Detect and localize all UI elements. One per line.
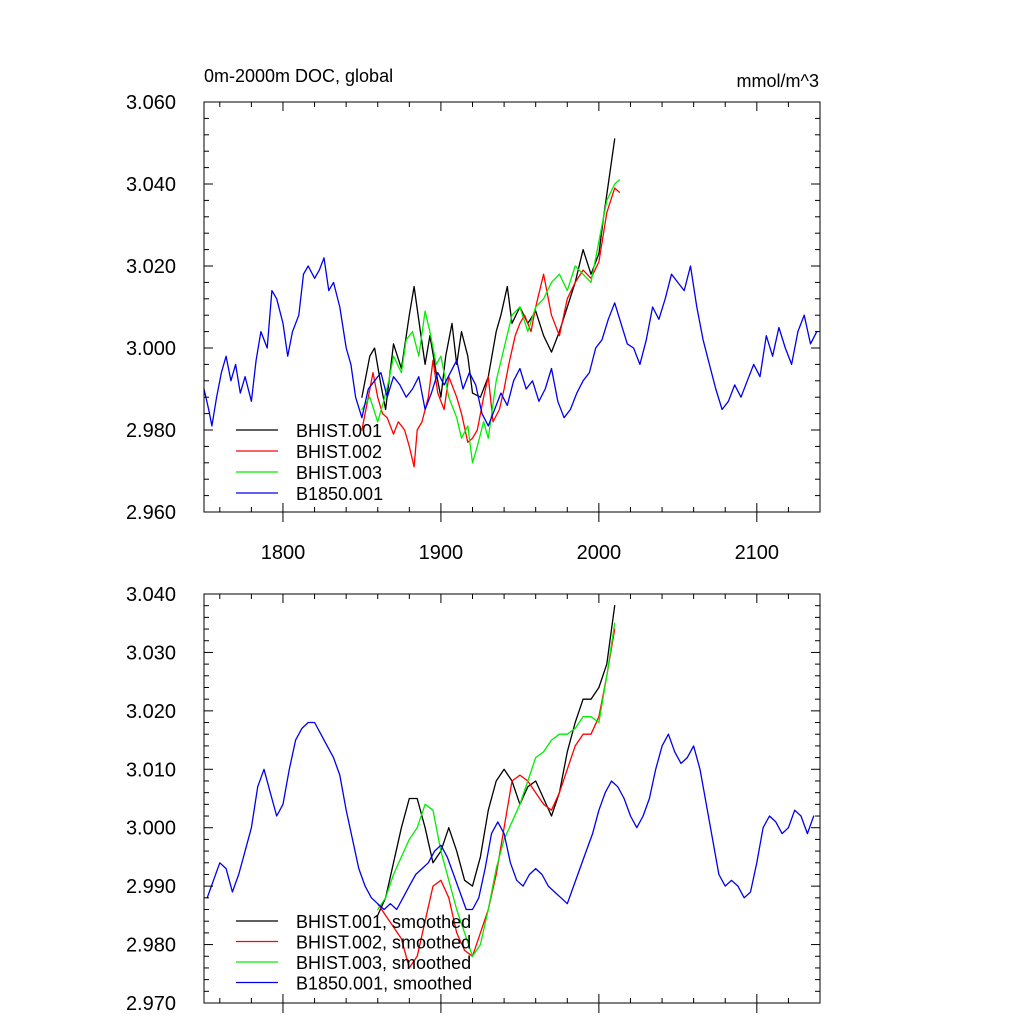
top-xtick-label: 2100 bbox=[735, 542, 780, 564]
bottom-ytick-label: 2.970 bbox=[126, 993, 176, 1015]
top-panel-units: mmol/m^3 bbox=[737, 71, 819, 91]
bottom-ytick-label: 3.010 bbox=[126, 759, 176, 781]
bottom-series-line-3 bbox=[377, 622, 616, 957]
bottom-series-line-2 bbox=[377, 628, 616, 969]
top-xtick-label: 1800 bbox=[261, 542, 306, 564]
bottom-ytick-label: 3.030 bbox=[126, 642, 176, 664]
bottom-legend-label-4: B1850.001, smoothed bbox=[296, 974, 472, 994]
top-panel-title: 0m-2000m DOC, global bbox=[204, 66, 393, 86]
top-ytick-label: 3.000 bbox=[126, 338, 176, 360]
bottom-series-line-1 bbox=[377, 605, 616, 917]
top-ytick-label: 2.980 bbox=[126, 420, 176, 442]
bottom-legend-label-3: BHIST.003, smoothed bbox=[296, 953, 471, 973]
top-series-line-3 bbox=[361, 179, 621, 464]
bottom-panel-ticks: 2.970 2.980 2.990 3.000 3.010 3.020 3.030 3.040 bbox=[126, 584, 821, 1015]
top-legend-label-2: BHIST.002 bbox=[296, 442, 382, 462]
top-ytick-label: 2.960 bbox=[126, 502, 176, 524]
top-ytick-label: 3.020 bbox=[126, 256, 176, 278]
bottom-legend-label-2: BHIST.002, smoothed bbox=[296, 933, 471, 953]
top-series-line-4 bbox=[203, 257, 818, 427]
top-ytick-label: 3.040 bbox=[126, 174, 176, 196]
bottom-panel-series bbox=[206, 605, 815, 969]
bottom-ytick-label: 2.990 bbox=[126, 876, 176, 898]
top-ytick-label: 3.060 bbox=[126, 92, 176, 114]
top-legend-label-4: B1850.001 bbox=[296, 484, 383, 504]
top-xtick-label: 2000 bbox=[577, 542, 622, 564]
bottom-panel-frame bbox=[203, 593, 821, 1004]
top-legend-label-3: BHIST.003 bbox=[296, 463, 382, 483]
bottom-panel: 2.970 2.980 2.990 3.000 3.010 3.020 3.030 3.040… bbox=[126, 584, 821, 1015]
bottom-ytick-label: 3.020 bbox=[126, 701, 176, 723]
top-panel-ticks: 2.960 2.980 3.000 3.020 3.040 3.060 1800 1900 20… bbox=[126, 92, 821, 564]
top-xtick-label: 1900 bbox=[419, 542, 464, 564]
bottom-legend-label-1: BHIST.001, smoothed bbox=[296, 912, 471, 932]
top-series-line-2 bbox=[361, 187, 621, 468]
bottom-series-line-4 bbox=[206, 721, 815, 911]
top-legend-label-1: BHIST.001 bbox=[296, 421, 382, 441]
bottom-ytick-label: 3.040 bbox=[126, 584, 176, 606]
top-panel-frame bbox=[203, 101, 821, 513]
bottom-ytick-label: 3.000 bbox=[126, 818, 176, 840]
top-panel: 0m-2000m DOC, global mmol/m^3 2.960 2.980… bbox=[126, 66, 821, 564]
top-panel-series bbox=[203, 138, 818, 468]
bottom-ytick-label: 2.980 bbox=[126, 935, 176, 957]
